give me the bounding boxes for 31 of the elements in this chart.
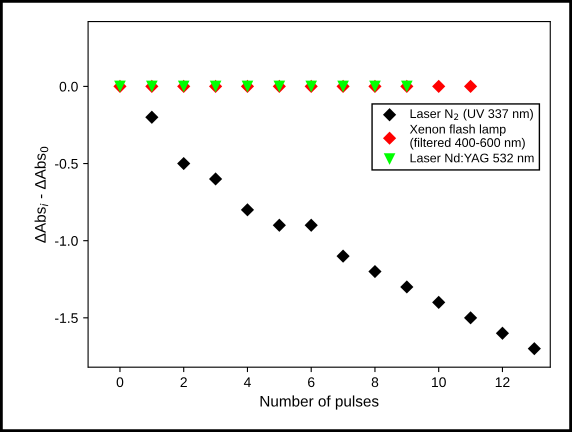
x-tick-label: 0 [116,377,124,388]
legend-label: Xenon flash lamp (filtered 400-600 nm) [410,124,525,150]
point [464,311,478,324]
x-tick-label: 12 [496,377,510,387]
point [528,342,541,356]
x-axis-title: Number of pulses [260,395,378,410]
point [304,218,318,232]
y-tick-label: -1.5 [55,313,78,323]
y-axis-title: ΔAbs$_{i}$ - ΔAbs$_{0}$ [34,146,48,243]
x-tick-label: 6 [308,377,314,388]
y-tick-label: 0.0 [60,82,78,92]
legend-label: Laser N$_{2}$ (UV 337 nm) [410,108,533,121]
point [432,296,446,309]
point [240,203,254,216]
x-tick-label: 2 [180,377,187,387]
legend-label: Laser Nd:YAG 532 nm [410,153,534,162]
point [272,218,286,232]
point [145,110,158,124]
x-tick-label: 10 [432,377,446,388]
point [336,250,350,263]
point [368,264,382,278]
x-tick-label: 4 [244,377,251,387]
point [400,280,414,294]
x-tick-label: 8 [372,377,378,388]
y-tick-label: -1.0 [55,236,78,246]
y-tick-label: -0.5 [55,158,78,169]
point [432,80,446,93]
point [177,156,190,170]
point [208,172,222,186]
point [496,326,510,340]
point [464,80,478,93]
